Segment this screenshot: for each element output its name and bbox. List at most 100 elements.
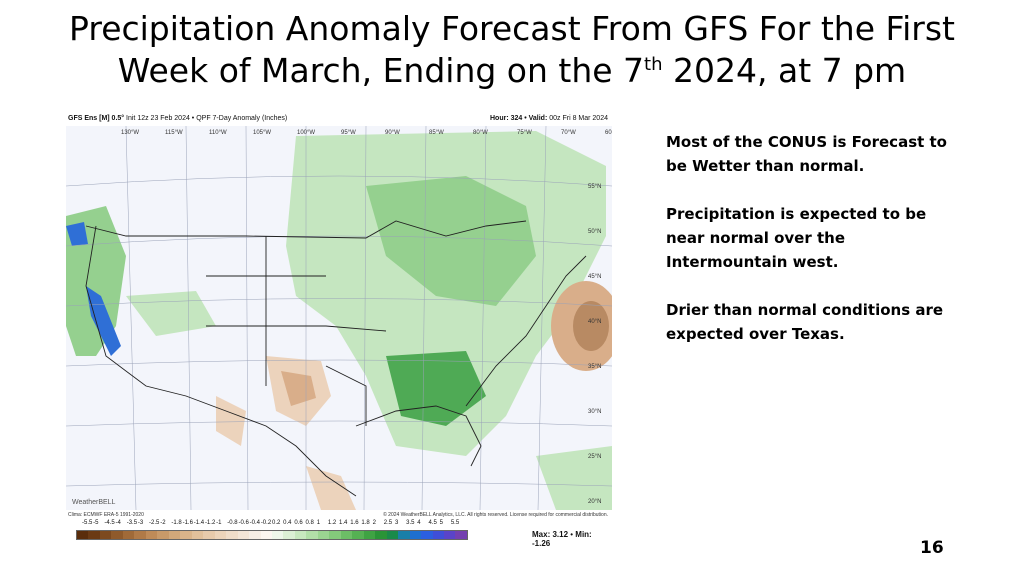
scale-label: -2 xyxy=(160,520,166,526)
very-wet-sierra xyxy=(86,286,121,356)
scale-swatch xyxy=(306,531,318,539)
title-superscript: th xyxy=(644,54,663,75)
scale-label: 4 xyxy=(417,520,421,526)
longitude-label: 85°W xyxy=(429,130,444,136)
longitude-label: 115°W xyxy=(165,130,183,136)
latitude-label: 55°N xyxy=(588,184,601,190)
latitude-label: 50°N xyxy=(588,229,601,235)
scale-label: -3 xyxy=(137,520,144,526)
longitude-label: 130°W xyxy=(121,130,139,136)
scale-label: 1.6 xyxy=(350,520,359,526)
scale-label: 2.5 xyxy=(383,520,393,526)
longitude-label: 90°W xyxy=(385,130,400,136)
scale-swatch xyxy=(214,531,227,539)
dry-core-atlantic xyxy=(573,301,609,351)
min-value: Min: -1.26 xyxy=(532,530,592,548)
latitude-labels: 55°N 50°N 45°N 40°N 35°N 30°N 25°N 20°N xyxy=(588,184,601,505)
scale-label: -1.2 xyxy=(204,520,216,526)
scale-label: 3.5 xyxy=(406,520,415,526)
wet-region-caribbean xyxy=(536,446,612,510)
scale-swatch xyxy=(444,531,456,539)
scale-label: 5.5 xyxy=(450,520,460,526)
latitude-label: 20°N xyxy=(588,499,601,505)
note-texas: Drier than normal conditions are expecte… xyxy=(666,301,944,343)
scale-label: -0.2 xyxy=(260,520,272,526)
scale-swatch xyxy=(88,531,100,539)
scale-swatch xyxy=(77,531,89,539)
map-area: WeatherBELL 130°W 115°W 110°W 105°W 100°W 95°… xyxy=(65,125,621,511)
scale-swatch xyxy=(180,531,192,539)
scale-label: 0.8 xyxy=(305,520,314,526)
latitude-label: 45°N xyxy=(588,274,601,280)
page-number: 16 xyxy=(920,538,944,558)
longitude-label: 95°W xyxy=(341,130,356,136)
scale-swatch xyxy=(271,531,284,539)
scale-swatch xyxy=(432,531,444,539)
scale-label: 1.8 xyxy=(361,520,370,526)
scale-swatch xyxy=(145,531,158,539)
scale-swatch xyxy=(317,531,330,539)
scale-label: -2.5 xyxy=(149,520,160,526)
scale-label: -1.6 xyxy=(182,520,193,526)
longitude-label: 110°W xyxy=(209,130,227,136)
latitude-label: 40°N xyxy=(588,319,601,325)
scale-label: -1.4 xyxy=(193,520,205,526)
scale-swatch xyxy=(260,531,272,539)
scale-swatch xyxy=(111,531,123,539)
map-header-left: GFS Ens [M] 0.5° Init 12z 23 Feb 2024 • … xyxy=(68,112,287,126)
model-name: GFS Ens [M] 0.5° xyxy=(68,115,125,122)
title-line-1: Precipitation Anomaly Forecast From GFS … xyxy=(69,9,955,48)
longitude-label: 105°W xyxy=(253,130,271,136)
weatherbell-logo: WeatherBELL xyxy=(72,499,116,506)
wet-region-great-lakes xyxy=(366,176,536,306)
scale-label: -0.6 xyxy=(238,520,249,526)
note-intermountain: Precipitation is expected to be near nor… xyxy=(666,205,927,271)
scale-swatch xyxy=(340,531,353,539)
scale-label: 3 xyxy=(394,520,399,526)
max-value: Max: 3.12 xyxy=(532,530,569,539)
clima-source: Clima: ECMWF ERA-5 1991-2020 xyxy=(68,512,144,518)
scale-swatch xyxy=(203,531,215,539)
scale-label: 4.5 xyxy=(428,520,437,526)
scale-swatch xyxy=(398,531,410,539)
note-wetter: Most of the CONUS is Forecast to be Wett… xyxy=(666,133,947,175)
max-min-values: Max: 3.12 • Min: -1.26 xyxy=(532,530,592,548)
slide-title: Precipitation Anomaly Forecast From GFS … xyxy=(0,8,1024,92)
dry-core-texas xyxy=(281,371,316,406)
scale-label: 0.4 xyxy=(283,520,292,526)
scale-swatch xyxy=(226,531,238,539)
scale-swatch xyxy=(455,531,467,539)
longitude-label: 70°W xyxy=(561,130,576,136)
model-init: Init 12z 23 Feb 2024 • QPF 7-Day Anomaly… xyxy=(124,115,288,122)
latitude-label: 35°N xyxy=(588,364,601,370)
wet-region-southeast xyxy=(386,351,486,426)
scale-swatch xyxy=(421,531,433,539)
scale-label: -5.5 xyxy=(82,520,93,526)
scale-swatch xyxy=(191,531,204,539)
forecast-map-image: GFS Ens [M] 0.5° Init 12z 23 Feb 2024 • … xyxy=(62,112,621,552)
longitude-label: 100°W xyxy=(297,130,315,136)
longitude-label: 60°N xyxy=(605,130,612,136)
copyright: © 2024 WeatherBELL Analytics, LLC. All r… xyxy=(383,512,608,518)
title-line-2-text: Week of March, Ending on the 7 xyxy=(117,51,645,90)
anomaly-map-svg: WeatherBELL xyxy=(65,125,621,511)
map-header: GFS Ens [M] 0.5° Init 12z 23 Feb 2024 • … xyxy=(62,112,612,126)
scale-label: -1.8 xyxy=(171,520,182,526)
dry-region-mexico xyxy=(216,396,246,446)
scale-label: -4.5 xyxy=(104,520,115,526)
map-axis-labels: 130°W 115°W 110°W 105°W 100°W 95°W 90°W 85°W 80°… xyxy=(121,130,612,505)
scale-label: 1.2 xyxy=(327,520,337,526)
map-grid xyxy=(65,125,613,511)
scale-label: -5 xyxy=(93,520,99,526)
scale-swatch xyxy=(375,531,387,539)
forecast-hour: Hour: 324 • Valid: xyxy=(489,115,548,122)
latitude-label: 30°N xyxy=(588,409,601,415)
map-borders xyxy=(85,220,587,497)
latitude-label: 25°N xyxy=(588,454,601,460)
scale-label: 0.6 xyxy=(294,520,303,526)
scale-label: -3.5 xyxy=(126,520,138,526)
very-wet-cascades xyxy=(66,222,88,246)
scale-label: 0.2 xyxy=(272,520,281,526)
longitude-labels: 130°W 115°W 110°W 105°W 100°W 95°W 90°W 85°W 80°… xyxy=(121,130,612,136)
scale-label: 2 xyxy=(372,520,376,526)
